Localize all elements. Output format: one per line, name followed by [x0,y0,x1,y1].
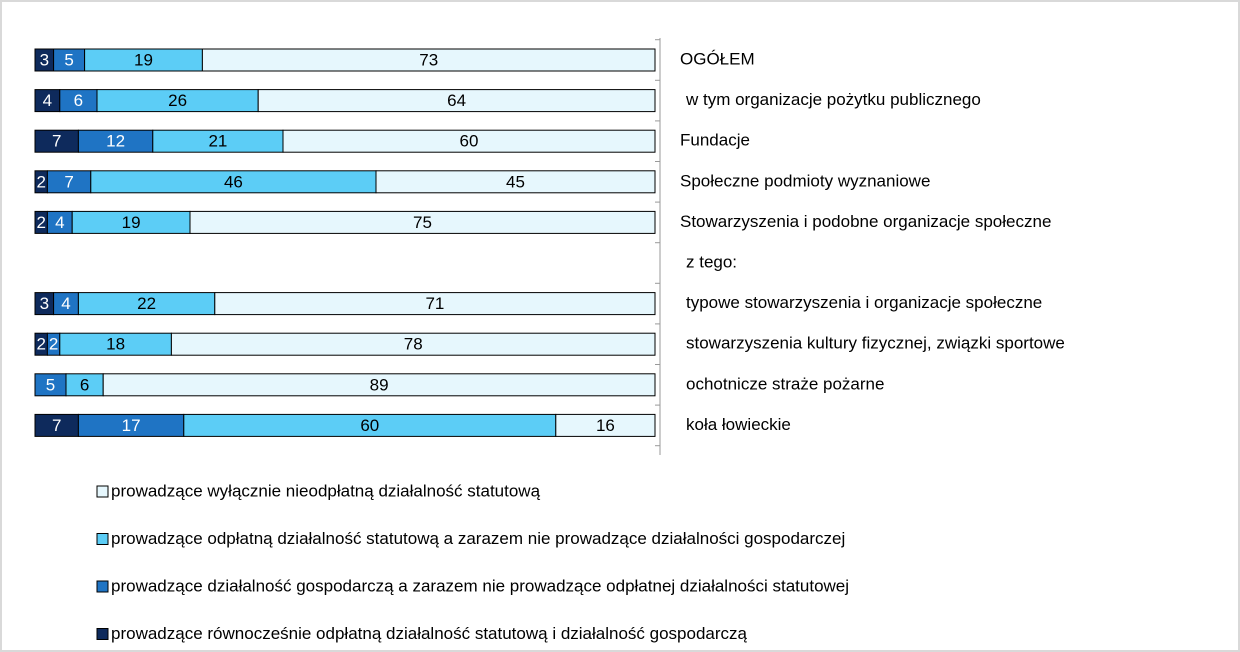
legend-label: prowadzące odpłatną działalność statutow… [111,529,845,548]
legend-label: prowadzące działalność gospodarczą a zar… [111,576,849,595]
value-label: 19 [122,213,141,232]
value-label: 3 [40,294,49,313]
legend-label: prowadzące wyłącznie nieodpłatną działal… [111,481,541,500]
value-label: 18 [106,335,125,354]
category-label: Fundacje [680,131,750,150]
value-label: 4 [43,91,52,110]
value-label: 22 [137,294,156,313]
legend-swatch [96,533,109,545]
category-label: ochotnicze straże pożarne [686,374,884,393]
value-label: 16 [596,416,615,435]
value-label: 4 [61,294,70,313]
legend-swatch [96,580,109,593]
value-label: 71 [425,294,444,313]
bar-segment [170,332,656,356]
value-label: 2 [36,335,45,354]
value-label: 7 [52,132,61,151]
value-label: 2 [36,213,45,232]
bar-segment [214,292,656,316]
value-label: 2 [36,172,45,191]
value-label: 78 [404,335,423,354]
legend-label: prowadzące równocześnie odpłatną działal… [111,624,748,643]
value-label: 60 [460,132,479,151]
value-label: 75 [413,213,432,232]
category-label: Społeczne podmioty wyznaniowe [680,171,930,190]
value-label: 6 [74,91,83,110]
legend-swatch [96,485,109,498]
value-label: 60 [360,416,379,435]
category-label: z tego: [686,252,737,271]
value-label: 89 [370,375,389,394]
value-label: 19 [134,50,153,69]
category-label: koła łowieckie [686,415,791,434]
legend-swatch [96,628,109,640]
bar-segment [282,129,656,153]
bar-segment [189,210,656,234]
value-label: 46 [224,172,243,191]
bar-segment [102,373,656,397]
value-label: 7 [52,416,61,435]
category-label: stowarzyszenia kultury fizycznej, związk… [686,334,1065,353]
value-label: 17 [122,416,141,435]
value-label: 26 [168,91,187,110]
category-label: typowe stowarzyszenia i organizacje społ… [686,293,1042,312]
value-label: 73 [419,50,438,69]
value-label: 64 [447,91,466,110]
value-label: 7 [64,172,73,191]
value-label: 5 [46,375,55,394]
value-label: 6 [80,375,89,394]
value-label: 3 [40,50,49,69]
value-label: 12 [106,132,125,151]
value-label: 5 [64,50,73,69]
bar-segment [257,89,656,113]
bar-segment [555,413,656,437]
category-label: w tym organizacje pożytku publicznego [685,90,981,109]
bar-segment [201,48,656,72]
category-label: Stowarzyszenia i podobne organizacje spo… [680,212,1051,231]
value-label: 45 [506,172,525,191]
value-label: 21 [208,132,227,151]
category-label: OGÓŁEM [680,49,755,68]
value-label: 4 [55,213,64,232]
value-label: 2 [49,335,58,354]
bar-segment [375,170,656,194]
